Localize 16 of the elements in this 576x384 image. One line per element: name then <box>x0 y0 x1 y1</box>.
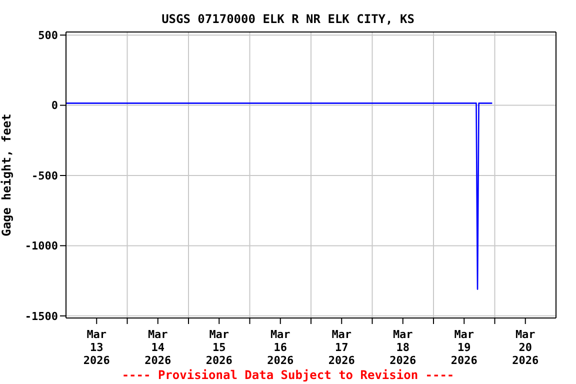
y-tick-label: -1500 <box>24 310 58 323</box>
x-tick-label: Mar 17 2026 <box>328 328 356 367</box>
x-tick-label: Mar 15 2026 <box>206 328 233 367</box>
y-axis-title: Gage height, feet <box>0 114 14 236</box>
chart-title: USGS 07170000 ELK R NR ELK CITY, KS <box>160 12 416 26</box>
x-tick-label: Mar 14 2026 <box>144 328 172 367</box>
y-tick-label: -500 <box>32 169 58 182</box>
x-tick-label: Mar 20 2026 <box>512 328 539 367</box>
y-tick-label: 500 <box>38 28 58 42</box>
y-tick-label: -1000 <box>24 240 58 253</box>
x-tick-label: Mar 19 2026 <box>450 328 478 367</box>
x-tick-label: Mar 18 2026 <box>390 328 416 367</box>
y-tick-label: 0 <box>51 99 58 112</box>
x-tick-label: Mar 16 2026 <box>267 328 294 367</box>
x-tick-label: Mar 13 2026 <box>83 328 110 367</box>
text: ---- Provisional Data Subject to Revision ---- <box>120 368 456 382</box>
